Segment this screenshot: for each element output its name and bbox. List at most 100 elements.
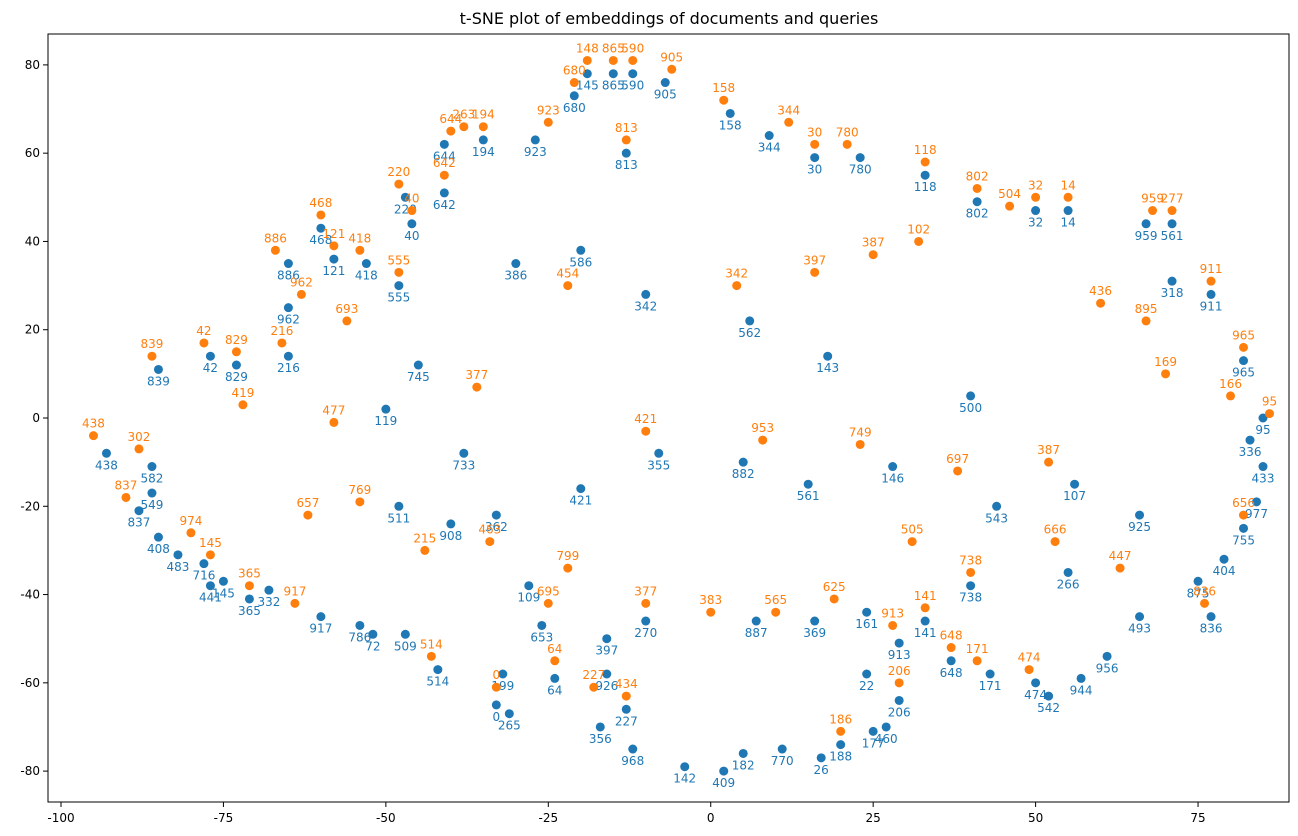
document-point-label: 342 [634, 299, 657, 313]
query-point [888, 620, 898, 630]
query-point [1096, 298, 1106, 308]
document-point [1206, 289, 1216, 299]
query-point-label: 477 [322, 403, 345, 417]
query-point [641, 598, 651, 608]
document-point [1239, 523, 1249, 533]
query-point-label: 121 [322, 227, 345, 241]
query-point-label: 14 [1060, 178, 1075, 192]
query-point-label: 40 [404, 192, 419, 206]
query-point-label: 839 [141, 337, 164, 351]
query-point [784, 117, 794, 127]
x-tick-label: 50 [1028, 811, 1043, 825]
document-point-label: 121 [322, 264, 345, 278]
query-point-label: 974 [179, 514, 202, 528]
document-point-label: 926 [595, 679, 618, 693]
document-point [1193, 576, 1203, 586]
document-point [725, 108, 735, 118]
document-point [524, 581, 534, 591]
query-point-label: 813 [615, 121, 638, 135]
query-point [439, 170, 449, 180]
document-point [894, 695, 904, 705]
query-point [296, 289, 306, 299]
query-point-label: 799 [556, 549, 579, 563]
document-point [498, 669, 508, 679]
document-point-label: 493 [1128, 622, 1151, 636]
document-point-label: 356 [589, 732, 612, 746]
query-point-label: 962 [290, 275, 313, 289]
document-point-label: 266 [1057, 577, 1080, 591]
query-point [1206, 276, 1216, 286]
document-point [966, 581, 976, 591]
document-point [1135, 510, 1145, 520]
document-point-label: 770 [771, 754, 794, 768]
query-point-label: 102 [907, 222, 930, 236]
document-point [1102, 651, 1112, 661]
query-point [1239, 342, 1249, 352]
document-point [985, 669, 995, 679]
query-point-label: 693 [335, 302, 358, 316]
query-point [407, 206, 417, 216]
document-point [972, 197, 982, 207]
document-point [621, 704, 631, 714]
document-point-label: 32 [1028, 216, 1043, 230]
document-point-label: 64 [547, 683, 562, 697]
document-point-label: 965 [1232, 366, 1255, 380]
query-point-label: 365 [238, 567, 261, 581]
document-point-label: 829 [225, 370, 248, 384]
document-point [400, 629, 410, 639]
query-point-label: 468 [309, 196, 332, 210]
x-tick-label: 75 [1190, 811, 1205, 825]
x-axis-ticks: -100 -75 -50 -25 0 25 50 75 [47, 802, 1206, 825]
query-point-label: 802 [966, 169, 989, 183]
document-point [992, 501, 1002, 511]
document-point [816, 753, 826, 763]
query-point [810, 267, 820, 277]
document-point-label: 386 [504, 269, 527, 283]
document-point-label: 161 [855, 617, 878, 631]
query-point [199, 338, 209, 348]
document-point-label: 369 [803, 626, 826, 640]
x-tick-label: 25 [866, 811, 881, 825]
document-point-label: 653 [530, 630, 553, 644]
query-point-label: 277 [1161, 192, 1184, 206]
document-point [777, 744, 787, 754]
document-point [283, 351, 293, 361]
query-point [920, 603, 930, 613]
query-point-label: 913 [881, 606, 904, 620]
query-point [810, 139, 820, 149]
query-point [829, 594, 839, 604]
query-point [394, 179, 404, 189]
document-point-label: 438 [95, 458, 118, 472]
query-point-label: 302 [128, 430, 151, 444]
document-point [537, 620, 547, 630]
document-point-label: 561 [1161, 229, 1184, 243]
document-point [413, 360, 423, 370]
document-point [602, 669, 612, 679]
document-point-label: 336 [1239, 445, 1262, 459]
query-point [966, 567, 976, 577]
query-point [589, 682, 599, 692]
query-point [972, 183, 982, 193]
document-point-label: 836 [1200, 622, 1223, 636]
document-point [446, 519, 456, 529]
query-point [550, 656, 560, 666]
document-point [355, 620, 365, 630]
query-point-label: 421 [634, 412, 657, 426]
document-point-label: 911 [1200, 299, 1223, 313]
document-point [147, 488, 157, 498]
document-point [920, 616, 930, 626]
document-point-label: 142 [673, 772, 696, 786]
query-point-label: 463 [478, 523, 501, 537]
document-point [569, 91, 579, 101]
y-axis-ticks: -80 -60 -40 -20 0 20 40 60 80 [20, 58, 48, 778]
document-point [1063, 567, 1073, 577]
query-point [134, 444, 144, 454]
query-point-label: 965 [1232, 328, 1255, 342]
document-point-label: 171 [979, 679, 1002, 693]
query-point-label: 953 [751, 421, 774, 435]
y-tick-label: -20 [20, 499, 40, 513]
document-point [738, 748, 748, 758]
query-point-label: 625 [823, 580, 846, 594]
document-point-label: 14 [1060, 216, 1075, 230]
